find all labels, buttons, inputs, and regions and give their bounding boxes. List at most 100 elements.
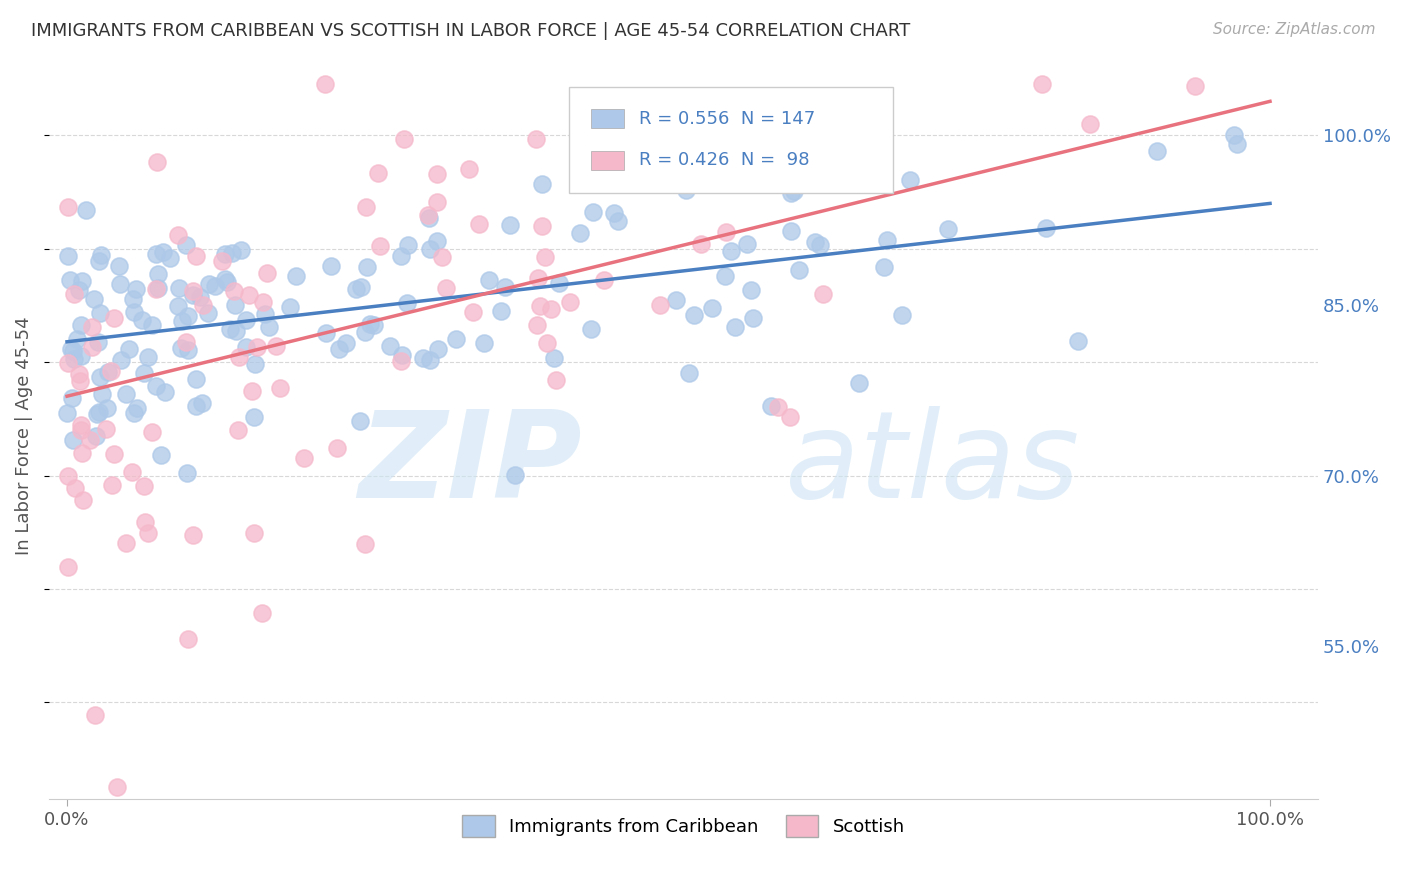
Point (146, 281, 169, 295)
Point (176, 466, 198, 480)
Point (873, 260, 896, 275)
Point (735, 237, 758, 252)
Point (706, 152, 728, 166)
Point (108, 277, 131, 291)
Point (363, 318, 385, 332)
Point (122, 292, 145, 306)
Point (172, 314, 194, 328)
Point (350, 280, 373, 294)
FancyBboxPatch shape (569, 87, 893, 193)
Point (461, 305, 484, 319)
Point (560, 295, 582, 310)
Point (228, 350, 250, 364)
Point (319, 259, 342, 273)
Point (214, 246, 236, 260)
Point (1226, 136, 1249, 151)
Point (122, 406, 145, 420)
Point (740, 283, 762, 297)
FancyBboxPatch shape (591, 151, 624, 169)
Point (396, 238, 419, 252)
Point (89, 405, 111, 419)
Point (80, 340, 103, 354)
Point (70, 318, 93, 333)
Point (181, 288, 204, 302)
Point (353, 536, 375, 550)
Point (432, 251, 454, 265)
Point (531, 219, 554, 234)
Point (153, 384, 176, 399)
Point (56, 469, 79, 483)
Point (145, 282, 167, 296)
Point (367, 166, 389, 180)
Point (581, 322, 603, 336)
Text: Source: ZipAtlas.com: Source: ZipAtlas.com (1212, 22, 1375, 37)
Point (159, 251, 181, 265)
Point (225, 325, 247, 339)
Point (72, 492, 94, 507)
Point (292, 451, 315, 466)
Point (89, 369, 111, 384)
Point (936, 222, 959, 236)
Point (780, 186, 803, 201)
Text: R = 0.556  N = 147: R = 0.556 N = 147 (640, 110, 815, 128)
Point (141, 318, 163, 333)
Point (224, 298, 246, 312)
Point (578, 136, 600, 150)
Text: R = 0.426  N =  98: R = 0.426 N = 98 (640, 151, 810, 169)
Point (434, 281, 457, 295)
Point (100, 363, 122, 377)
Point (524, 132, 547, 146)
Point (108, 259, 131, 273)
Point (56, 250, 79, 264)
Point (603, 206, 626, 220)
Point (392, 131, 415, 145)
Point (891, 308, 914, 322)
Point (69, 374, 91, 388)
Point (526, 270, 548, 285)
Point (169, 281, 191, 295)
Point (219, 322, 242, 336)
Point (665, 293, 688, 307)
Point (848, 376, 870, 390)
Point (197, 305, 219, 319)
Point (62, 433, 84, 447)
Point (808, 237, 831, 252)
Point (221, 246, 243, 260)
Point (811, 287, 834, 301)
Point (568, 227, 591, 241)
Point (783, 184, 806, 198)
Point (243, 525, 266, 540)
Point (543, 351, 565, 366)
Point (217, 275, 239, 289)
Point (167, 228, 190, 243)
Point (702, 301, 724, 315)
Point (426, 234, 449, 248)
Point (184, 249, 207, 263)
Point (127, 401, 149, 416)
Point (59, 342, 82, 356)
Point (389, 249, 412, 263)
Point (134, 515, 156, 529)
Point (326, 442, 349, 456)
Point (240, 384, 263, 399)
Point (444, 333, 467, 347)
Point (359, 317, 381, 331)
Point (141, 425, 163, 440)
Point (683, 308, 706, 322)
Point (704, 155, 727, 169)
Point (167, 299, 190, 313)
Point (257, 320, 280, 334)
Point (280, 300, 302, 314)
Point (62, 343, 84, 358)
Point (146, 154, 169, 169)
Point (779, 410, 801, 425)
Point (80, 320, 103, 334)
Point (101, 478, 124, 492)
Point (115, 387, 138, 401)
Point (75, 202, 97, 217)
Point (56, 560, 79, 574)
Point (536, 335, 558, 350)
Point (503, 467, 526, 482)
Point (86, 407, 108, 421)
Point (285, 268, 308, 283)
